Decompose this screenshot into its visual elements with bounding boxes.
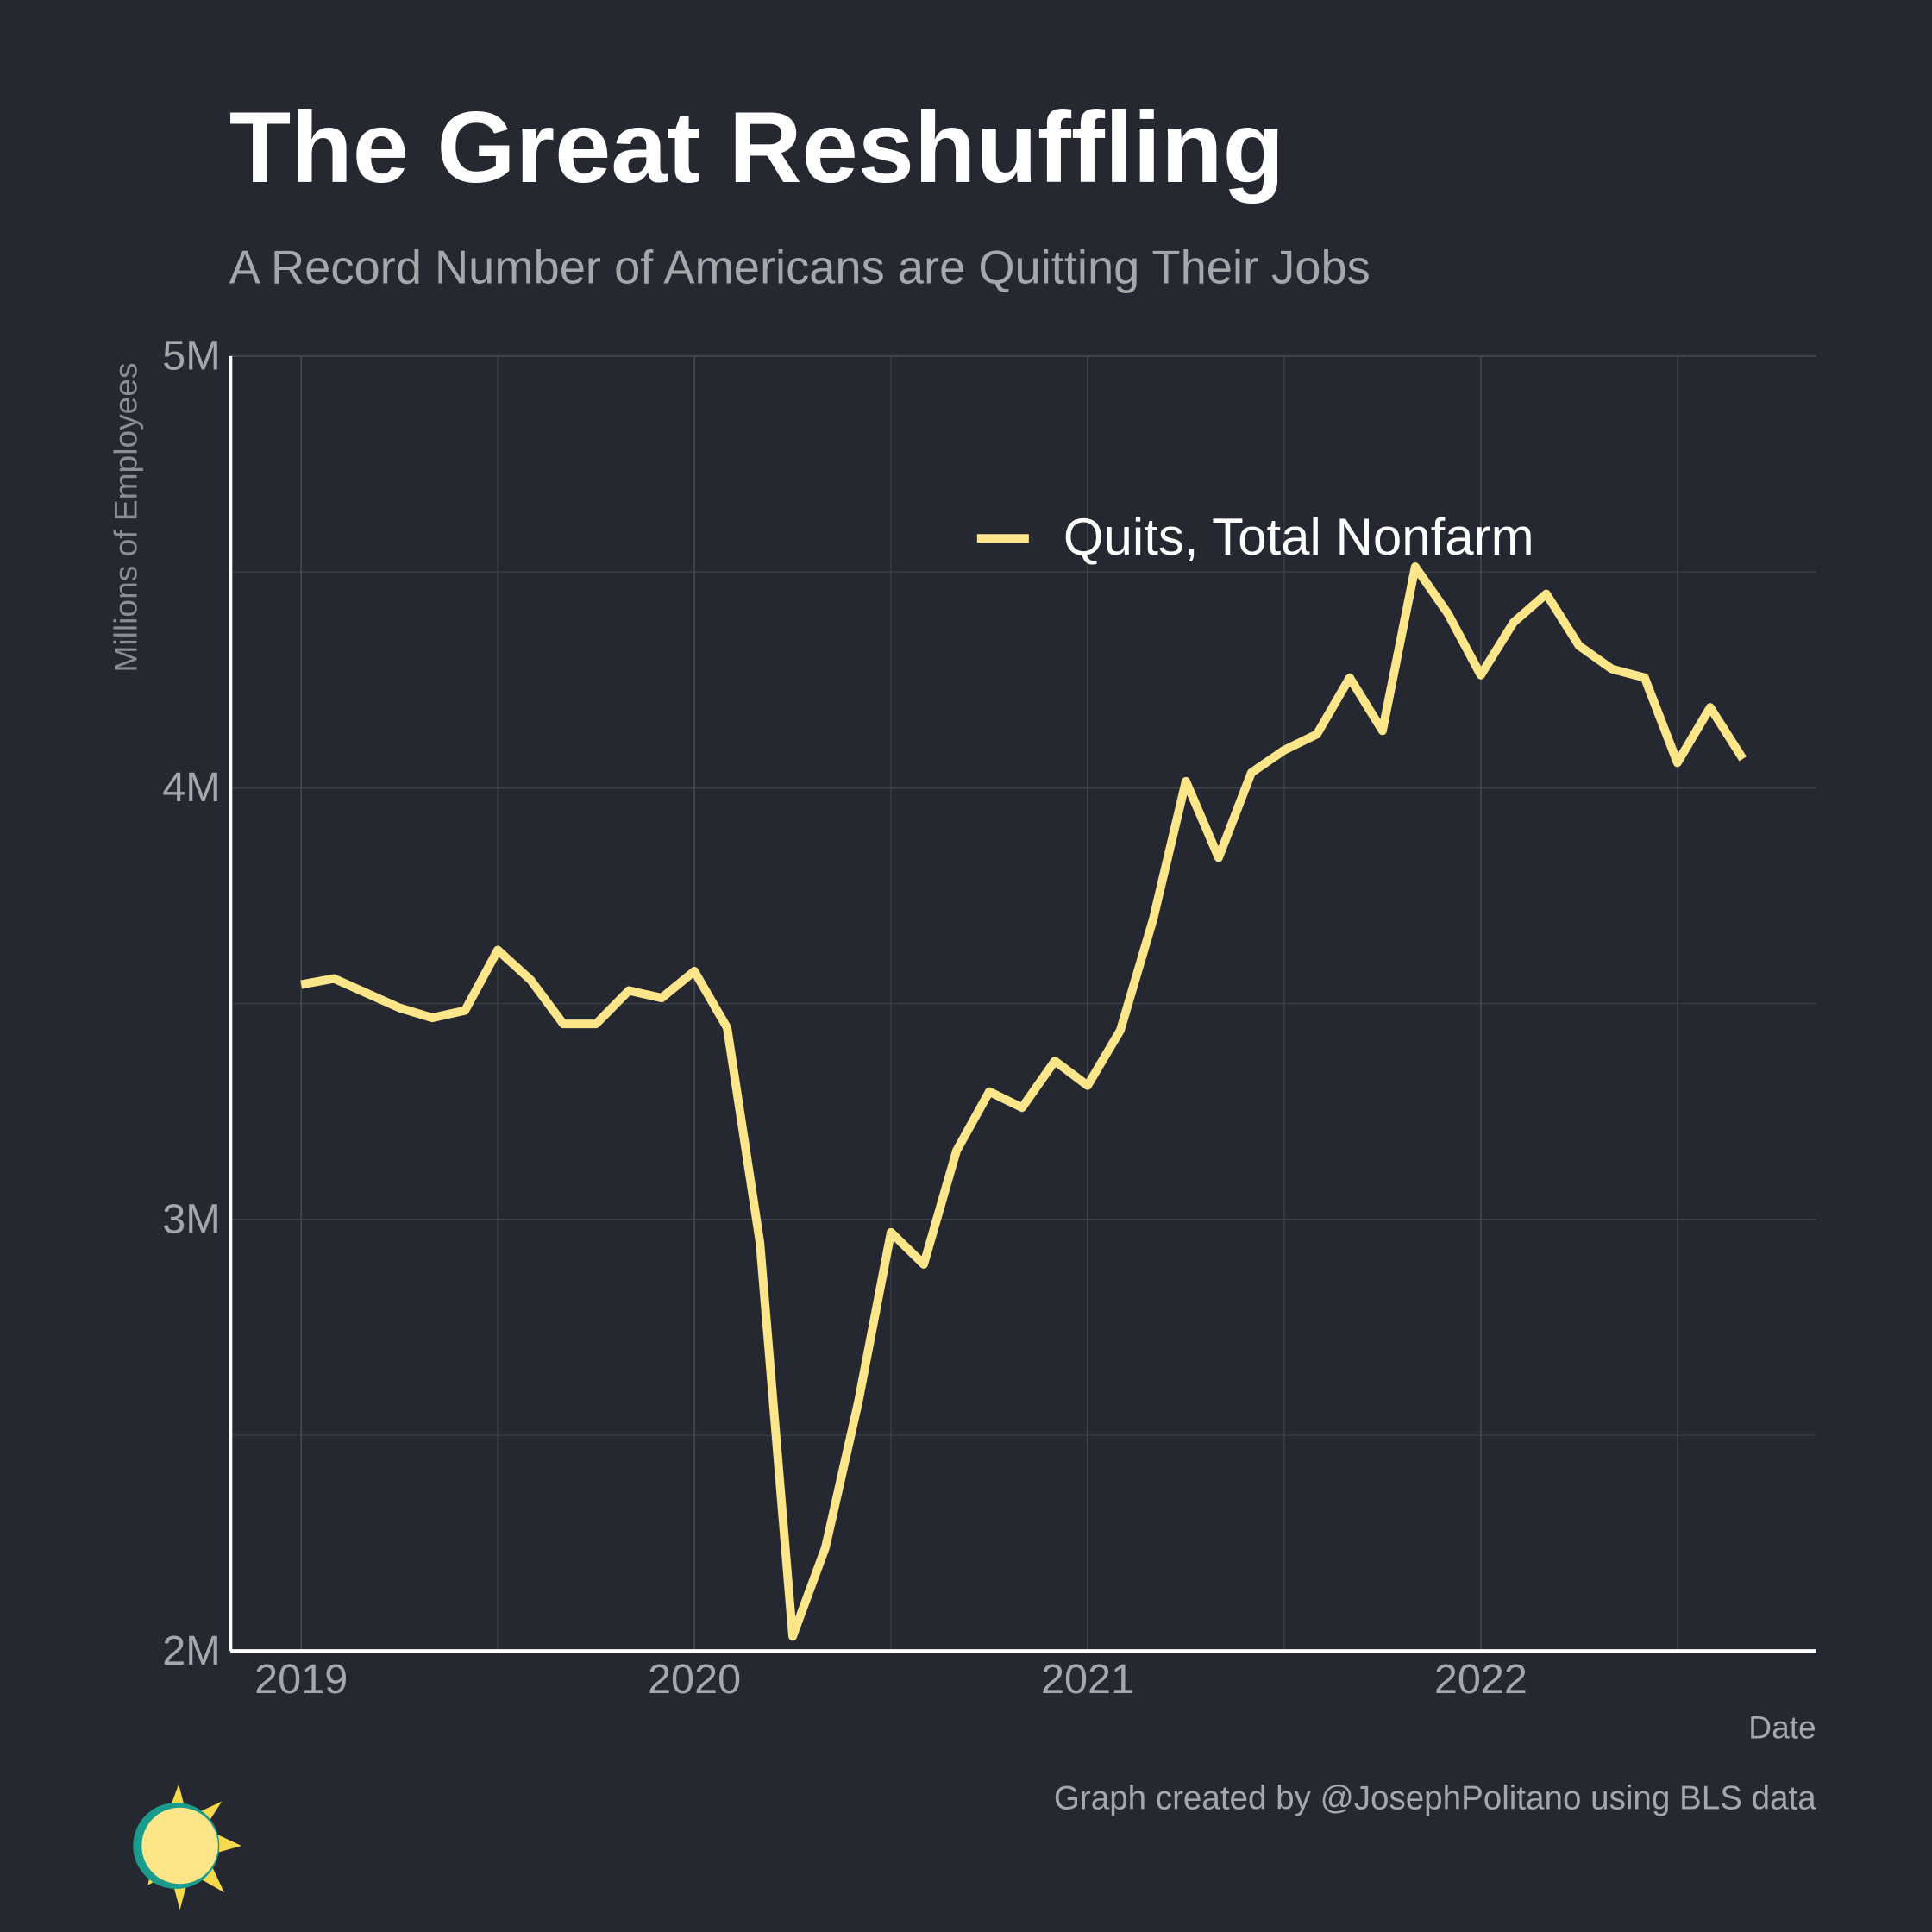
y-tick-label: 3M: [162, 1195, 220, 1242]
x-tick-label: 2021: [1041, 1656, 1134, 1703]
x-tick-label: 2019: [254, 1656, 348, 1703]
y-tick-label: 4M: [162, 764, 220, 811]
legend-label: Quits, Total Nonfarm: [1063, 508, 1534, 566]
data-line: [300, 562, 1747, 1641]
y-tick-label: 2M: [162, 1628, 220, 1674]
x-axis-label: Date: [1748, 1709, 1816, 1746]
x-tick-label: 2020: [648, 1656, 741, 1703]
chart-subtitle: A Record Number of Americans are Quittin…: [229, 242, 1371, 294]
caption: Graph created by @JosephPolitano using B…: [1054, 1779, 1816, 1816]
chart-title: The Great Reshuffling: [229, 91, 1284, 204]
y-tick-label: 5M: [162, 333, 220, 380]
logo: [133, 1784, 242, 1910]
logo-sun: [141, 1807, 218, 1885]
x-tick-label: 2022: [1434, 1656, 1527, 1703]
y-axis-label: Millions of Employees: [107, 362, 143, 672]
plot: 2M 3M 4M 5M 2019 2020 2021 2022 Quits, Total Non…: [162, 333, 1816, 1703]
